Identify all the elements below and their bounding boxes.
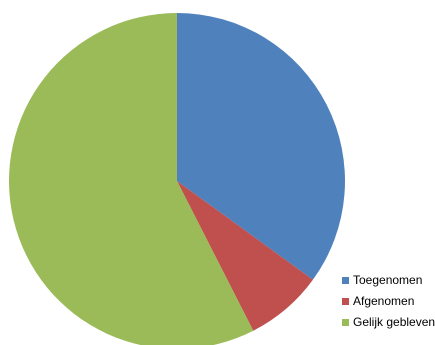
legend-label: Gelijk gebleven xyxy=(353,315,435,329)
legend-swatch xyxy=(342,277,349,284)
legend: Toegenomen Afgenomen Gelijk gebleven xyxy=(342,273,435,329)
legend-item: Afgenomen xyxy=(342,294,414,308)
pie-slices xyxy=(9,13,345,345)
legend-item: Gelijk gebleven xyxy=(342,315,435,329)
legend-label: Toegenomen xyxy=(353,273,422,287)
legend-swatch xyxy=(342,319,349,326)
legend-swatch xyxy=(342,298,349,305)
legend-item: Toegenomen xyxy=(342,273,422,287)
legend-label: Afgenomen xyxy=(353,294,414,308)
